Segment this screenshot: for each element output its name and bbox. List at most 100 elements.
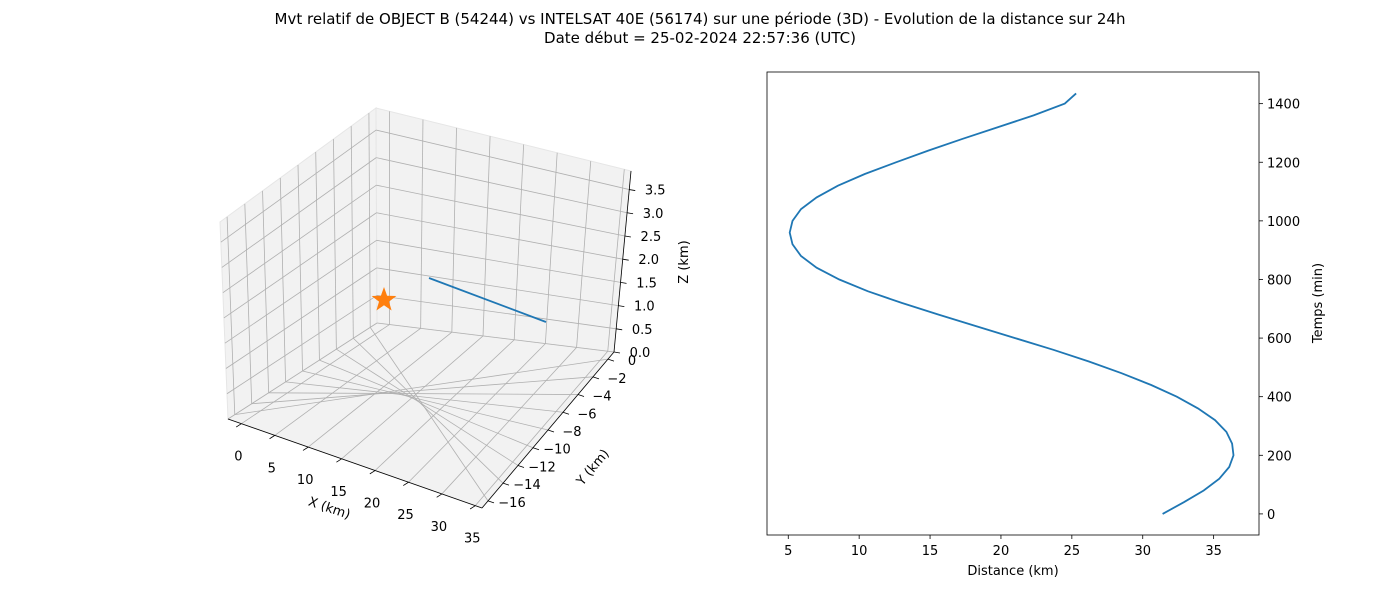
x-tick (269, 435, 276, 440)
x-tick-label: 10 (297, 473, 314, 488)
grid-y-left (279, 177, 286, 382)
z-axis-label: Z (km) (677, 240, 692, 283)
y-tick-label: −8 (562, 425, 581, 440)
y-tick-label: −12 (528, 460, 555, 475)
x-tick-label: 0 (234, 450, 242, 465)
pane-back (375, 107, 632, 353)
x-tick-label: 25 (397, 508, 414, 523)
grid-y-left (262, 190, 270, 393)
x-tick (403, 481, 409, 486)
grid-y-left (315, 152, 320, 361)
figure-title: Mvt relatif de OBJECT B (54244) vs INTEL… (0, 10, 1400, 48)
z-tick (629, 189, 636, 191)
y-tick-label: 800 (1267, 273, 1292, 288)
grid-y-left (333, 139, 337, 350)
x-tick-label: 20 (364, 497, 381, 512)
x-tick-label: 35 (464, 532, 481, 547)
x-tick-label: 5 (268, 461, 276, 476)
plot-area (766, 71, 1260, 536)
grid-z-back (376, 322, 615, 353)
x-tick-label: 10 (851, 544, 868, 559)
grid-y-floor (234, 358, 609, 416)
grid-y-left (368, 113, 371, 328)
y-tick (562, 411, 570, 415)
series-line-3d (428, 277, 547, 323)
x-axis-line (227, 418, 483, 509)
y-tick-label: 600 (1267, 332, 1292, 347)
grid-z-left (223, 212, 377, 319)
z-tick-label: 3.0 (643, 207, 664, 222)
z-tick-label: 2.0 (638, 253, 659, 268)
y-tick-label: −16 (498, 496, 525, 511)
y-tick (487, 500, 495, 504)
z-tick (620, 281, 627, 284)
y-tick-label: −10 (543, 443, 570, 458)
y-axis-label: Y (km) (573, 447, 612, 490)
y-tick (592, 376, 600, 380)
grid-z-back (376, 239, 621, 283)
x-tick-label: 20 (993, 544, 1010, 559)
y-tick-label: −14 (513, 478, 540, 493)
x-tick (436, 493, 443, 498)
y-tick (547, 429, 555, 433)
grid-y-floor (319, 359, 534, 449)
grid-y-floor (336, 348, 519, 466)
y-tick-label: 1400 (1267, 98, 1300, 113)
grid-z-back (376, 157, 628, 214)
x-tick-label: 25 (1064, 544, 1081, 559)
grid-x-back (513, 144, 525, 340)
grid-z-left (225, 267, 377, 369)
grid-z-back (376, 267, 619, 306)
grid-z-left (220, 129, 377, 243)
title-line-1: Mvt relatif de OBJECT B (54244) vs INTEL… (274, 10, 1126, 28)
grid-z-left (226, 295, 378, 395)
z-tick (613, 351, 621, 354)
z-tick-label: 3.5 (645, 184, 666, 199)
x-tick-label: 35 (1205, 544, 1222, 559)
z-tick-label: 1.5 (636, 276, 657, 291)
grid-y-left (350, 126, 354, 339)
grid-y-floor (268, 392, 579, 395)
grid-z-left (227, 322, 378, 420)
y-tick (577, 394, 585, 397)
grid-y-left (297, 164, 303, 372)
grid-y-floor (285, 381, 564, 413)
z-tick-label: 2.5 (641, 230, 662, 245)
grid-x-back (607, 169, 625, 352)
grid-z-back (376, 212, 623, 260)
y-tick (517, 465, 525, 468)
grid-z-left (222, 184, 377, 294)
y-tick-label: 400 (1267, 391, 1292, 406)
z-tick (622, 258, 629, 261)
y-tick-label: −2 (607, 372, 626, 387)
z-tick-label: 0.5 (632, 323, 653, 338)
z-tick (618, 305, 625, 307)
origin-star-marker (371, 287, 397, 311)
y-tick-label: 0 (1267, 508, 1275, 523)
y-tick-label: −4 (592, 390, 611, 405)
y-tick-label: 1000 (1267, 215, 1300, 230)
y-tick (532, 447, 540, 451)
y-tick-label: 1200 (1267, 156, 1300, 171)
grid-y-left (244, 203, 253, 404)
x-tick (235, 423, 242, 428)
y-tick-label: 0 (628, 354, 636, 369)
z-axis-line (613, 170, 632, 353)
title-line-2: Date début = 25-02-2024 22:57:36 (UTC) (544, 29, 856, 47)
chart-2d: 5 10 15 20 25 30 35 0 200 400 600 800 1000 1200 1400 D… (766, 71, 1326, 579)
x-tick-label: 30 (431, 520, 448, 535)
x-tick-label: 30 (1134, 544, 1151, 559)
grid-z-left (221, 157, 377, 268)
y-tick-label: −6 (577, 407, 596, 422)
y-tick (502, 482, 510, 486)
grid-z-back (376, 129, 630, 190)
y-tick (607, 358, 615, 362)
grid-y-floor (369, 327, 489, 502)
grid-y-floor (353, 337, 504, 484)
grid-y-floor (302, 370, 549, 431)
grid-y-left (226, 216, 236, 415)
x-tick-label: 15 (330, 485, 347, 500)
z-tick (624, 235, 631, 238)
grid-x-back (451, 127, 457, 333)
